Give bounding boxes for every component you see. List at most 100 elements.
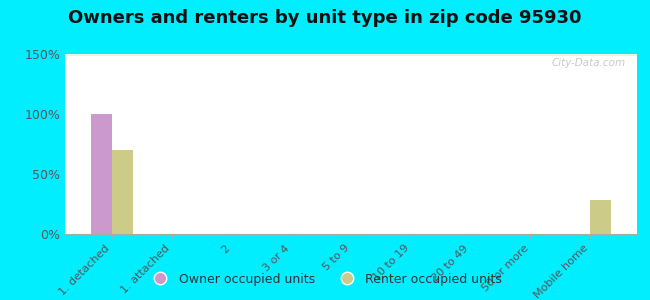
- Bar: [65, 54, 637, 55]
- Bar: [65, 55, 637, 56]
- Bar: [65, 55, 637, 56]
- Bar: [65, 55, 637, 56]
- Bar: [65, 55, 637, 56]
- Bar: [65, 55, 637, 56]
- Bar: [65, 55, 637, 56]
- Bar: [65, 54, 637, 55]
- Bar: [65, 54, 637, 55]
- Bar: [65, 54, 637, 55]
- Bar: [65, 54, 637, 55]
- Bar: [65, 55, 637, 56]
- Bar: [65, 55, 637, 56]
- Bar: [65, 54, 637, 55]
- Bar: [65, 54, 637, 55]
- Bar: [65, 54, 637, 55]
- Bar: [65, 54, 637, 55]
- Bar: [65, 55, 637, 56]
- Bar: [65, 55, 637, 56]
- Bar: [65, 54, 637, 55]
- Bar: [65, 54, 637, 55]
- Bar: [65, 54, 637, 55]
- Bar: [65, 54, 637, 55]
- Bar: [65, 54, 637, 55]
- Bar: [65, 54, 637, 55]
- Bar: [65, 55, 637, 56]
- Bar: [65, 54, 637, 55]
- Bar: [65, 54, 637, 55]
- Bar: [65, 55, 637, 56]
- Bar: [65, 55, 637, 56]
- Bar: [65, 55, 637, 56]
- Bar: [65, 54, 637, 55]
- Bar: [65, 55, 637, 56]
- Bar: [65, 54, 637, 55]
- Bar: [65, 55, 637, 56]
- Bar: [65, 54, 637, 55]
- Bar: [65, 54, 637, 55]
- Bar: [65, 54, 637, 55]
- Bar: [65, 55, 637, 56]
- Bar: [65, 55, 637, 56]
- Bar: [65, 54, 637, 55]
- Bar: [65, 54, 637, 55]
- Bar: [65, 55, 637, 56]
- Bar: [65, 55, 637, 56]
- Text: City-Data.com: City-Data.com: [551, 58, 625, 68]
- Bar: [65, 54, 637, 55]
- Bar: [65, 54, 637, 55]
- Bar: [65, 55, 637, 56]
- Bar: [65, 55, 637, 56]
- Bar: [65, 54, 637, 55]
- Bar: [65, 54, 637, 55]
- Bar: [65, 54, 637, 55]
- Bar: [65, 55, 637, 56]
- Bar: [65, 55, 637, 56]
- Bar: [65, 54, 637, 55]
- Bar: [65, 55, 637, 56]
- Bar: [65, 54, 637, 55]
- Bar: [65, 54, 637, 55]
- Bar: [65, 54, 637, 55]
- Bar: [65, 55, 637, 56]
- Bar: [65, 54, 637, 55]
- Bar: [65, 54, 637, 55]
- Bar: [65, 55, 637, 56]
- Bar: [65, 55, 637, 56]
- Bar: [65, 55, 637, 56]
- Bar: [65, 54, 637, 55]
- Bar: [112, 150, 133, 234]
- Bar: [65, 55, 637, 56]
- Bar: [65, 55, 637, 56]
- Bar: [65, 54, 637, 55]
- Bar: [65, 54, 637, 55]
- Bar: [65, 54, 637, 55]
- Bar: [65, 54, 637, 55]
- Bar: [65, 55, 637, 56]
- Bar: [65, 54, 637, 55]
- Bar: [65, 55, 637, 56]
- Bar: [65, 54, 637, 55]
- Bar: [65, 55, 637, 56]
- Bar: [65, 55, 637, 56]
- Bar: [65, 55, 637, 56]
- Bar: [65, 55, 637, 56]
- Bar: [65, 54, 637, 55]
- Bar: [65, 55, 637, 56]
- Bar: [65, 55, 637, 56]
- Bar: [65, 55, 637, 56]
- Bar: [65, 54, 637, 55]
- Bar: [65, 54, 637, 55]
- Bar: [65, 55, 637, 56]
- Bar: [590, 200, 611, 234]
- Bar: [65, 54, 637, 55]
- Bar: [65, 55, 637, 56]
- Bar: [65, 55, 637, 56]
- Legend: Owner occupied units, Renter occupied units: Owner occupied units, Renter occupied un…: [143, 268, 507, 291]
- Bar: [65, 54, 637, 55]
- Bar: [65, 54, 637, 55]
- Bar: [65, 55, 637, 56]
- Bar: [65, 55, 637, 56]
- Bar: [65, 55, 637, 56]
- Text: Owners and renters by unit type in zip code 95930: Owners and renters by unit type in zip c…: [68, 9, 582, 27]
- Bar: [65, 54, 637, 55]
